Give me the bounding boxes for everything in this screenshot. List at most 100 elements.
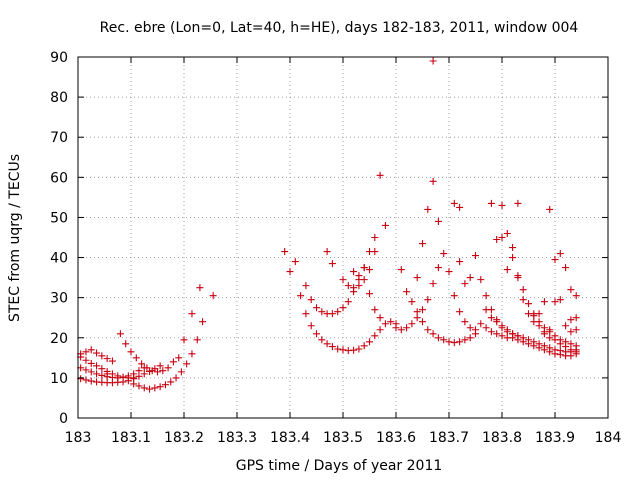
x-tick-label: 183 <box>65 430 92 446</box>
data-point <box>556 250 564 258</box>
data-point <box>175 354 183 362</box>
data-point <box>556 340 564 348</box>
data-point <box>87 368 95 376</box>
y-tick-label: 50 <box>50 210 68 226</box>
y-tick-label: 80 <box>50 90 68 106</box>
data-point <box>355 272 363 280</box>
data-point <box>519 334 527 342</box>
data-point <box>161 381 169 389</box>
data-point <box>456 258 464 266</box>
data-point <box>477 320 485 328</box>
data-point <box>339 276 347 284</box>
data-point <box>108 357 116 365</box>
data-point <box>164 364 172 372</box>
data-point <box>297 292 305 300</box>
data-point <box>87 359 95 367</box>
data-point <box>132 354 140 362</box>
data-point <box>540 330 548 338</box>
data-point <box>419 240 426 248</box>
data-point <box>408 298 416 306</box>
data-point <box>429 330 437 338</box>
data-point <box>530 338 538 346</box>
data-point <box>371 306 379 314</box>
data-point <box>461 318 469 326</box>
data-point <box>556 347 564 355</box>
data-point <box>434 217 442 225</box>
data-point <box>456 338 464 346</box>
data-point <box>472 252 479 260</box>
data-point <box>487 328 495 336</box>
data-point <box>148 367 156 375</box>
x-tick-label: 183.5 <box>323 430 363 446</box>
data-point <box>403 324 411 332</box>
data-point <box>318 336 326 344</box>
data-point <box>323 340 331 348</box>
data-point <box>440 250 448 258</box>
y-tick-label: 60 <box>50 170 68 186</box>
data-point <box>366 266 373 274</box>
data-point <box>466 274 474 282</box>
data-point <box>450 339 458 347</box>
x-tick-label: 183.2 <box>164 430 204 446</box>
data-point <box>424 326 432 334</box>
data-point <box>546 344 554 352</box>
chart-title: Rec. ebre (Lon=0, Lat=40, h=HE), days 18… <box>100 20 579 36</box>
data-point <box>429 280 437 288</box>
data-point <box>366 290 373 298</box>
data-point <box>376 314 384 322</box>
data-point <box>572 314 580 322</box>
data-point <box>567 328 575 336</box>
data-point <box>196 284 204 292</box>
data-point <box>503 328 511 336</box>
data-point <box>199 318 207 326</box>
data-point <box>387 318 395 326</box>
x-tick-label: 183.3 <box>217 430 257 446</box>
data-point <box>209 292 217 300</box>
data-point <box>493 318 501 326</box>
data-point <box>429 177 437 185</box>
data-point <box>87 346 95 354</box>
data-point <box>450 292 458 300</box>
data-point <box>98 365 106 373</box>
data-point <box>334 345 342 353</box>
data-point <box>551 298 559 306</box>
data-point <box>519 296 527 304</box>
data-point <box>424 205 432 213</box>
data-point <box>466 324 474 332</box>
data-point <box>567 346 575 354</box>
data-point <box>114 372 122 380</box>
data-point <box>498 332 506 340</box>
data-point <box>143 364 151 372</box>
data-point <box>323 248 331 256</box>
data-point <box>514 199 522 207</box>
x-tick-label: 183.8 <box>482 430 522 446</box>
data-point <box>116 330 124 338</box>
data-point <box>461 336 469 344</box>
data-point <box>450 199 458 207</box>
data-point <box>487 314 495 322</box>
data-point <box>381 221 389 229</box>
data-point <box>355 282 363 290</box>
data-point <box>307 296 315 304</box>
data-point <box>188 310 196 318</box>
data-point <box>360 276 368 284</box>
y-tick-label: 20 <box>50 331 68 347</box>
data-point <box>546 205 554 213</box>
data-point <box>413 314 421 322</box>
x-tick-label: 183.6 <box>376 430 416 446</box>
data-point <box>551 256 559 264</box>
data-point <box>562 264 570 272</box>
data-point <box>140 370 148 378</box>
data-point <box>530 312 538 320</box>
data-point <box>302 282 310 290</box>
data-point <box>355 345 363 353</box>
data-point <box>307 322 315 330</box>
x-tick-label: 184 <box>595 430 622 446</box>
data-point <box>371 332 379 340</box>
data-point <box>281 248 289 256</box>
data-point <box>514 332 522 340</box>
data-point <box>376 171 384 179</box>
data-point <box>567 340 575 348</box>
data-point <box>556 296 564 304</box>
data-point <box>408 320 416 328</box>
